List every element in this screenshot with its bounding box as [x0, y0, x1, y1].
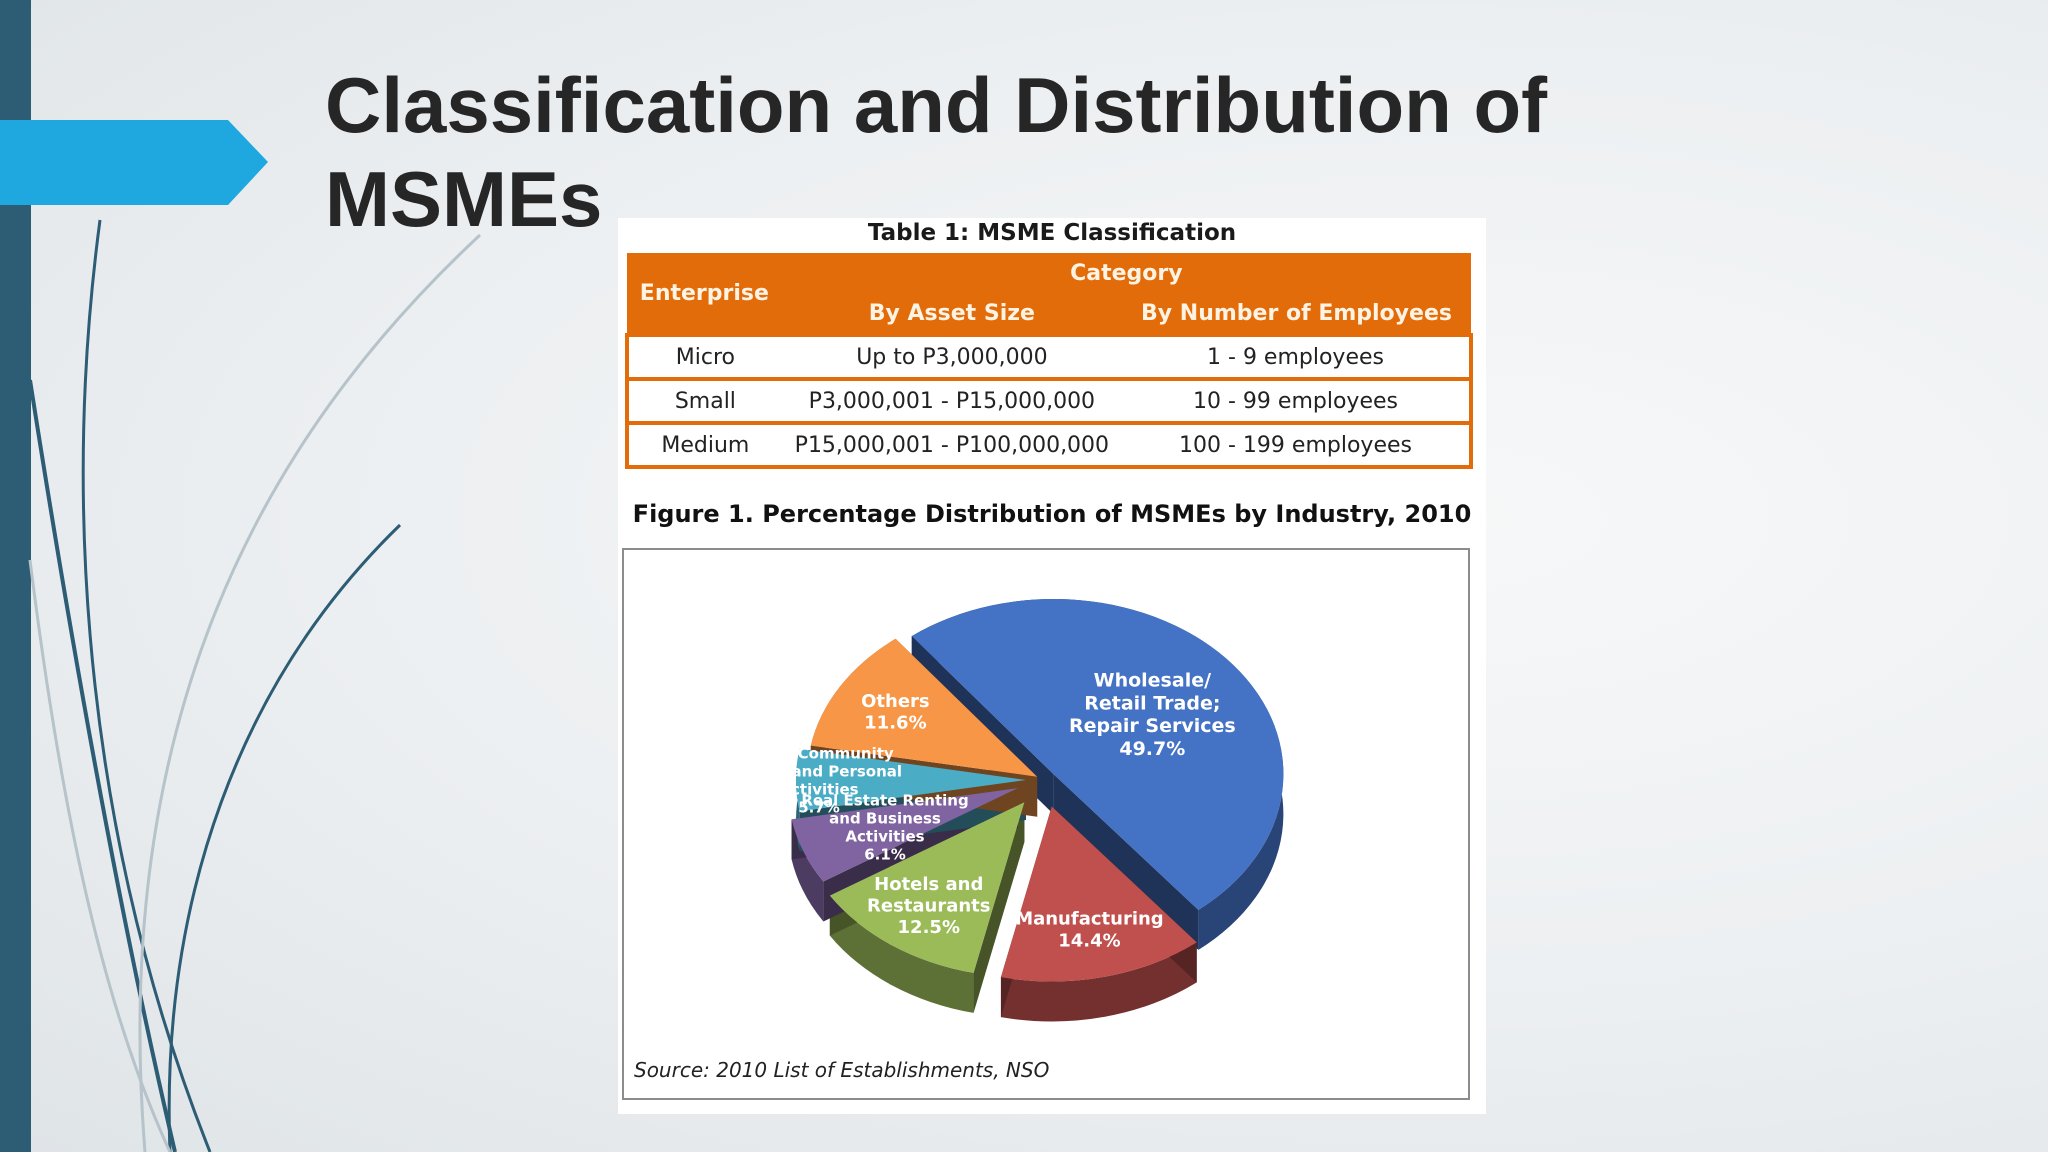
- table-caption: Table 1: MSME Classification: [867, 220, 1237, 246]
- enterprise-cell: Micro: [625, 333, 782, 381]
- industry-pie-chart: Wholesale/Retail Trade; Repair Services 49…: [736, 599, 1284, 1022]
- pie-slice: [1000, 806, 1197, 982]
- table-row: Micro Up to P3,000,000 1 - 9 employees: [625, 333, 1473, 381]
- employees-cell: 100 - 199 employees: [1122, 421, 1473, 469]
- figure-caption: Figure 1. Percentage Distribution of MSM…: [632, 500, 1472, 528]
- employees-cell: 10 - 99 employees: [1122, 377, 1473, 425]
- table-row: Small P3,000,001 - P15,000,000 10 - 99 e…: [625, 377, 1473, 425]
- pie-slice: [791, 788, 1018, 882]
- content-panel: Table 1: MSME Classification Enterprise …: [618, 218, 1486, 1114]
- slide-title: Classification and Distribution of MSMEs: [325, 61, 1548, 243]
- asset-size-header: By Asset Size: [781, 293, 1122, 335]
- enterprise-header: Enterprise: [627, 253, 782, 335]
- pie-slice-label: Real Estate Renting and Business Activitie…: [801, 792, 968, 864]
- asset-cell: P15,000,001 - P100,000,000: [781, 421, 1122, 469]
- pie-slice-label: Hotels and Restaurants 12.5%: [867, 874, 991, 938]
- enterprise-cell: Small: [625, 377, 782, 425]
- pie-slice-label: Other Community Social and Personal Activi…: [736, 744, 902, 816]
- pie-slice-label: Manufacturing 14.4%: [1015, 909, 1163, 952]
- pie-slice: [796, 748, 1026, 812]
- asset-cell: P3,000,001 - P15,000,000: [781, 377, 1122, 425]
- enterprise-cell: Medium: [625, 421, 782, 469]
- pie-slice: [829, 802, 1025, 973]
- decorative-swoosh-lines: [28, 219, 482, 1152]
- pie-chart-frame: Wholesale/Retail Trade; Repair Services 49…: [622, 548, 1470, 1100]
- pie-slice-label: Others 11.6%: [861, 691, 930, 734]
- pie-slice: [911, 599, 1284, 910]
- pie-slice: [810, 638, 1038, 777]
- msme-classification-table: Enterprise Category By Asset Size By Num…: [625, 253, 1473, 469]
- title-arrow-accent: [0, 120, 268, 205]
- chart-source-note: Source: 2010 List of Establishments, NSO: [634, 1058, 1050, 1082]
- pie-slice-label: Wholesale/Retail Trade; Repair Services 49…: [1069, 669, 1236, 759]
- employees-header: By Number of Employees: [1122, 293, 1471, 335]
- employees-cell: 1 - 9 employees: [1122, 333, 1473, 381]
- table-row: Medium P15,000,001 - P100,000,000 100 - …: [625, 421, 1473, 469]
- asset-cell: Up to P3,000,000: [781, 333, 1122, 381]
- category-header: Category: [781, 253, 1471, 293]
